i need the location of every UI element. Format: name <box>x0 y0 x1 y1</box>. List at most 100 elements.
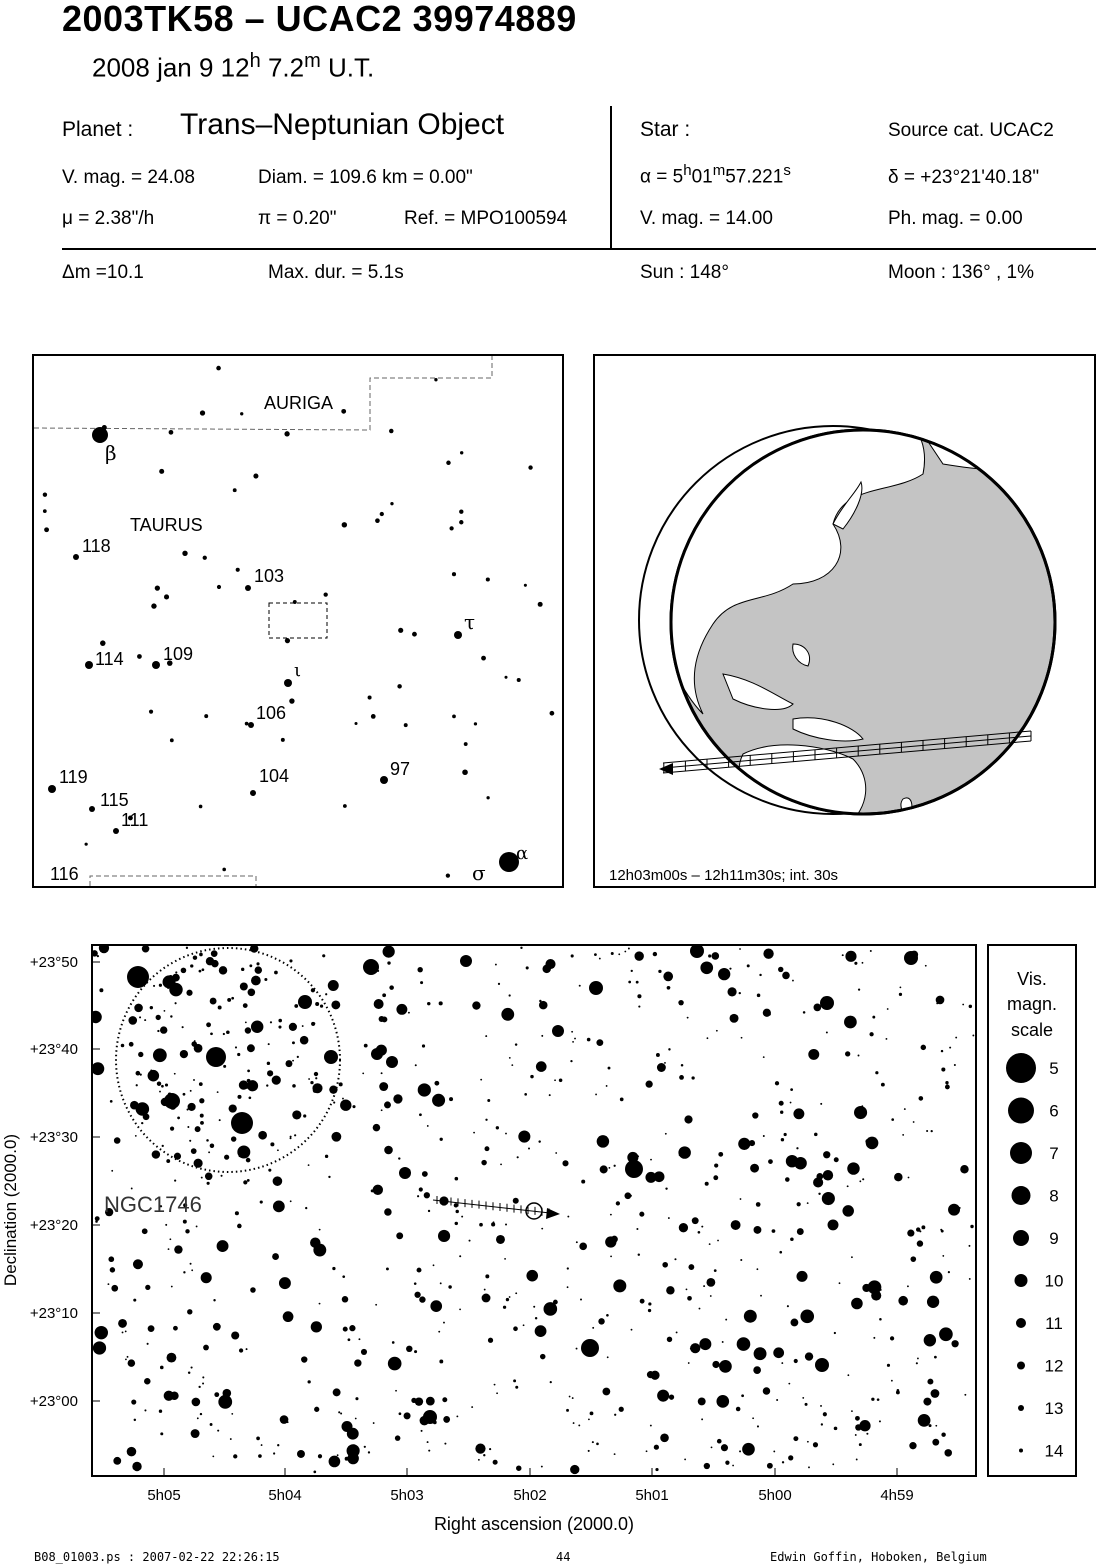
field-star <box>167 1248 170 1251</box>
field-star <box>534 1316 538 1320</box>
field-star <box>407 1011 410 1014</box>
field-star <box>340 1099 352 1111</box>
field-star <box>579 1242 587 1251</box>
field-star <box>272 1176 283 1186</box>
cluster-star <box>285 1060 293 1068</box>
finder-frame <box>32 354 564 888</box>
legend-magnitude: 10 <box>1045 1272 1064 1291</box>
field-star <box>833 1426 838 1431</box>
field-star <box>768 1159 773 1164</box>
field-star <box>496 1392 498 1395</box>
field-star <box>190 1429 200 1439</box>
finder-star <box>42 509 47 514</box>
cluster-star <box>274 970 278 975</box>
field-star <box>808 1048 820 1060</box>
field-star <box>377 969 380 972</box>
cluster-star <box>258 1130 267 1140</box>
field-star <box>344 1456 349 1461</box>
field-star <box>193 1079 195 1081</box>
field-star <box>169 1238 172 1241</box>
field-star <box>190 964 194 968</box>
field-star <box>310 1321 322 1333</box>
star-label-104: 104 <box>259 766 289 786</box>
finder-star <box>459 509 464 514</box>
field-star <box>438 1330 441 1333</box>
field-star <box>195 1225 198 1228</box>
field-star <box>427 1001 431 1006</box>
field-star <box>708 954 712 958</box>
field-star <box>535 1061 547 1072</box>
field-star <box>444 1442 447 1445</box>
field-star <box>384 1101 391 1109</box>
cluster-star <box>237 1094 242 1099</box>
field-star <box>847 1374 850 1377</box>
field-star <box>354 1417 357 1420</box>
field-star <box>202 1382 205 1385</box>
earth-globe-panel: 12h03m00s – 12h11m30s; int. 30s <box>593 354 1096 888</box>
field-star <box>566 1286 569 1289</box>
field-star <box>855 1458 858 1461</box>
field-star <box>132 1259 143 1270</box>
y-tick-label: +23°10 <box>30 1305 78 1322</box>
field-star <box>508 1296 511 1298</box>
field-star <box>332 1388 341 1397</box>
field-star <box>854 1434 857 1436</box>
field-star <box>960 1165 969 1174</box>
field-star <box>182 1219 187 1224</box>
field-star <box>919 1230 922 1233</box>
field-star <box>515 1292 518 1295</box>
field-star <box>425 1396 435 1406</box>
finder-star <box>100 640 106 646</box>
field-star <box>352 1105 356 1109</box>
field-star <box>785 1154 799 1168</box>
field-star <box>442 1397 448 1403</box>
field-star <box>921 1225 926 1230</box>
field-star <box>164 1093 180 1109</box>
field-star <box>779 1250 783 1254</box>
cluster-star <box>199 1113 204 1118</box>
field-star <box>796 1147 799 1150</box>
field-star <box>891 1118 895 1121</box>
field-star <box>790 1318 799 1327</box>
field-star <box>485 1035 488 1038</box>
indonesia-islands <box>722 673 794 710</box>
field-star <box>394 1435 401 1441</box>
field-star <box>857 1054 860 1057</box>
field-star <box>165 1223 168 1226</box>
field-star <box>375 1303 378 1306</box>
cluster-star <box>305 997 309 1001</box>
field-star <box>718 967 731 981</box>
cluster-star <box>244 1027 252 1034</box>
star-label-103: 103 <box>254 566 284 586</box>
cluster-star <box>244 1123 250 1130</box>
chart-frame <box>91 944 977 1477</box>
field-star <box>575 1347 578 1350</box>
legend-dot <box>1018 1405 1024 1411</box>
field-star <box>541 1227 544 1230</box>
field-star <box>199 952 203 957</box>
field-star <box>555 1152 558 1154</box>
finder-star <box>380 776 388 784</box>
field-star <box>505 1297 510 1302</box>
cluster-star <box>269 1021 273 1024</box>
field-star <box>94 1216 100 1222</box>
field-star <box>109 1099 113 1103</box>
field-star <box>650 1370 660 1380</box>
orbit-reference: Ref. = MPO100594 <box>404 208 568 229</box>
field-star <box>788 1382 791 1385</box>
field-star <box>711 952 720 960</box>
field-star <box>166 1352 177 1363</box>
field-star <box>703 1462 711 1470</box>
field-star <box>439 1137 443 1141</box>
field-star <box>121 1331 124 1334</box>
field-star <box>331 1131 342 1142</box>
star-declination: δ = +23°21'40.18" <box>888 167 1040 188</box>
field-star <box>367 1451 371 1454</box>
finder-chart: AURIGA TAURUS β τ ι α σ 118 103 114 109 … <box>32 354 564 888</box>
field-star <box>858 1443 862 1447</box>
field-star <box>542 964 551 974</box>
field-star <box>792 979 794 982</box>
footer-file: B08_01003.ps : 2007-02-22 22:26:15 <box>34 1550 280 1564</box>
constellation-auriga: AURIGA <box>264 393 333 413</box>
finder-star <box>92 427 108 443</box>
